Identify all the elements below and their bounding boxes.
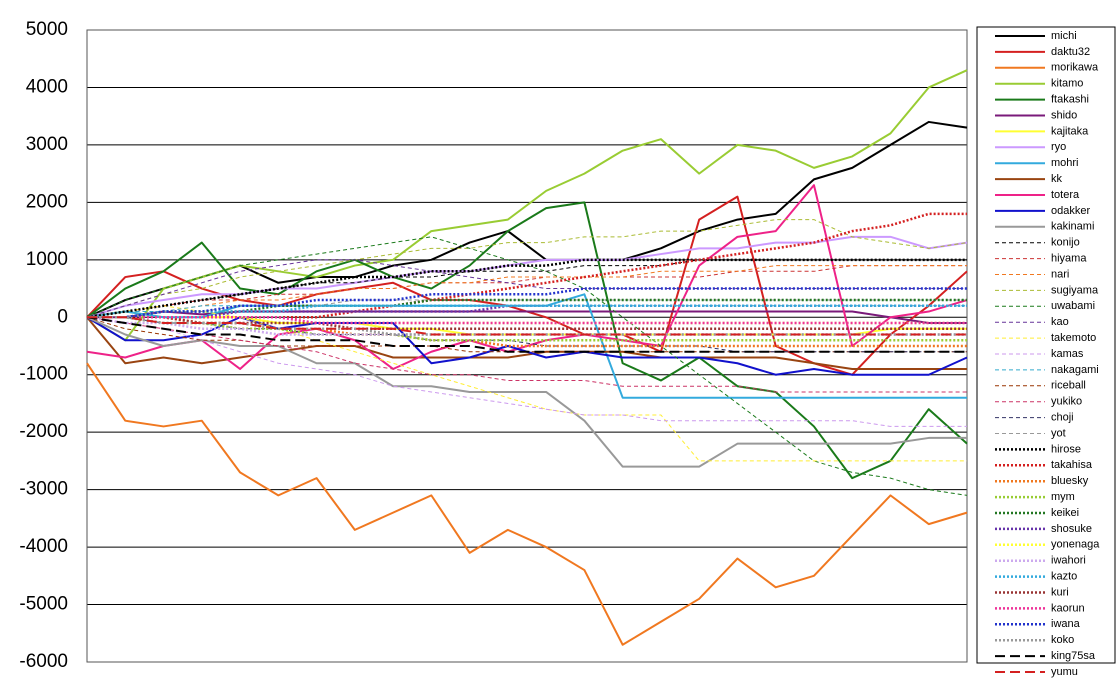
series-line [86,316,967,468]
y-tick-label: -1000 [19,364,68,385]
legend-label: shido [1051,109,1077,121]
legend-label: uwabami [1051,300,1095,312]
legend-label: ftakashi [1051,94,1089,106]
series-line [87,316,967,336]
legend-box [976,26,1116,664]
legend-label: kaorun [1051,602,1085,614]
y-tick-label: -4000 [19,536,68,557]
legend-label: takahisa [1051,459,1093,471]
legend-label: morikawa [1051,62,1099,74]
legend-label: odakker [1051,205,1090,217]
legend-label: hirose [1051,443,1081,455]
legend-label: mym [1051,491,1075,503]
plot-frame [86,29,968,663]
series-line [87,316,967,342]
legend-label: yukiko [1051,396,1082,408]
y-tick-label: -2000 [19,421,68,442]
legend-label: kuri [1051,586,1069,598]
legend-label: ryo [1051,141,1066,153]
series-line [86,236,968,496]
series-line [86,305,967,318]
legend-label: shosuke [1051,523,1092,535]
series-line [87,310,967,325]
legend-label: daktu32 [1051,46,1090,58]
series-line [86,219,968,318]
series-line [86,265,967,318]
series-line [86,258,967,319]
series-line [86,265,967,318]
legend-label: yot [1051,427,1066,439]
y-tick-label: 1000 [26,249,68,270]
series-line [87,287,967,319]
legend-label: kajitaka [1051,125,1089,137]
legend-label: kamas [1051,348,1084,360]
legend-label: michi [1051,30,1077,42]
series-line [86,316,967,393]
legend-label: koko [1051,634,1074,646]
series-line [86,184,968,370]
series-line [87,298,967,319]
legend-label: nari [1051,268,1069,280]
legend-label: yumu [1051,666,1078,678]
legend-label: kakinami [1051,221,1094,233]
y-tick-label: -3000 [19,479,68,500]
legend-label: konijo [1051,237,1080,249]
series-line [86,201,968,480]
y-tick-label: -5000 [19,594,68,615]
series-line [86,316,967,370]
series-line [86,305,967,462]
legend-label: kao [1051,316,1069,328]
legend-label: choji [1051,412,1074,424]
legend-label: king75sa [1051,650,1096,662]
legend-label: nakagami [1051,364,1099,376]
y-tick-label: 2000 [26,191,68,212]
legend-label: takemoto [1051,332,1096,344]
legend-label: iwahori [1051,555,1086,567]
legend-label: bluesky [1051,475,1089,487]
y-tick-label: 0 [57,306,68,327]
y-tick-label: -6000 [19,651,68,672]
y-tick-label: 5000 [26,19,68,40]
series-line [87,316,967,331]
legend-label: mohri [1051,157,1079,169]
series-line [86,362,968,646]
legend-label: riceball [1051,380,1086,392]
series-line [86,316,967,353]
legend-label: sugiyama [1051,284,1099,296]
legend-label: kazto [1051,571,1077,583]
y-tick-label: 4000 [26,76,68,97]
series-line [87,304,967,319]
series-line [86,316,967,427]
legend-label: kk [1051,173,1063,185]
legend-label: hiyama [1051,253,1087,265]
legend-label: totera [1051,189,1080,201]
legend-label: kitamo [1051,78,1083,90]
legend-label: iwana [1051,618,1081,630]
legend-label: keikei [1051,507,1079,519]
series-line [87,316,967,348]
y-tick-label: 3000 [26,134,68,155]
series-line [86,259,967,318]
series-line [87,316,967,325]
legend-label: yonenaga [1051,539,1100,551]
